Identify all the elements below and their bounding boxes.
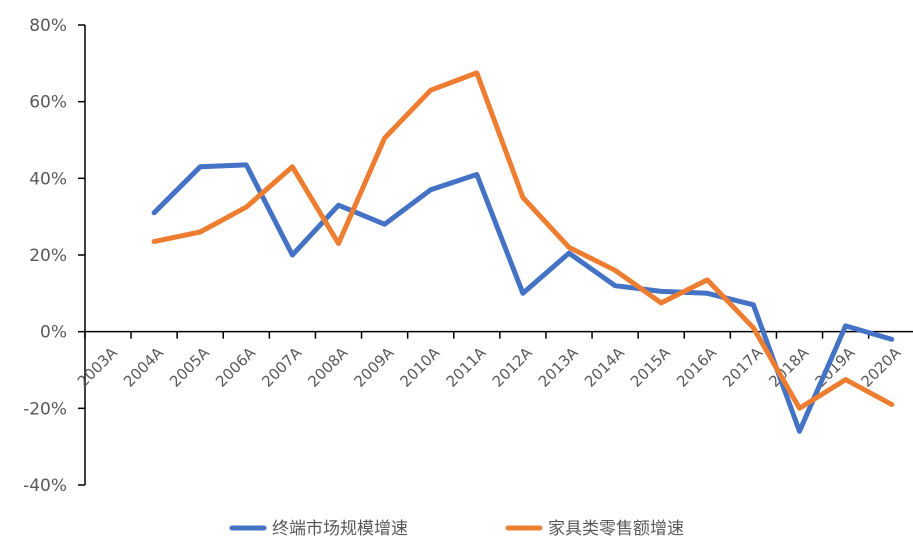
x-tick-label: 2005A: [166, 343, 213, 390]
legend-label-1: 终端市场规模增速: [272, 519, 408, 539]
legend-label-2: 家具类零售额增速: [548, 519, 684, 539]
x-tick-label: 2013A: [535, 343, 582, 390]
y-tick-label: -40%: [23, 476, 67, 496]
series-line-1: [151, 162, 895, 434]
series-lines: [151, 70, 895, 434]
x-tick-label: 2020A: [858, 343, 905, 390]
x-tick-label: 2003A: [74, 343, 121, 390]
x-tick-label: 2012A: [489, 343, 536, 390]
y-tick-label: 60%: [29, 93, 67, 113]
y-tick-label: -20%: [23, 399, 67, 419]
y-tick-label: 20%: [29, 246, 67, 266]
x-tick-label: 2014A: [581, 343, 628, 390]
x-tick-label: 2015A: [627, 343, 674, 390]
x-tick-label: 2007A: [258, 343, 305, 390]
x-tick-label: 2008A: [304, 343, 351, 390]
x-tick-label: 2009A: [350, 343, 397, 390]
y-tick-label: 0%: [40, 323, 67, 343]
x-tick-label: 2004A: [120, 343, 167, 390]
x-tick-label: 2016A: [673, 343, 720, 390]
legend: 终端市场规模增速 家具类零售额增速: [229, 519, 684, 539]
x-tick-label: 2011A: [443, 343, 490, 390]
x-tick-label: 2006A: [212, 343, 259, 390]
y-tick-label: 80%: [29, 16, 67, 36]
x-tick-label: 2017A: [719, 343, 766, 390]
x-tick-label: 2010A: [397, 343, 444, 390]
y-tick-label: 40%: [29, 169, 67, 189]
series-line-2: [151, 70, 895, 411]
y-axis: 80% 60% 40% 20% 0% -20% -40%: [23, 16, 86, 496]
